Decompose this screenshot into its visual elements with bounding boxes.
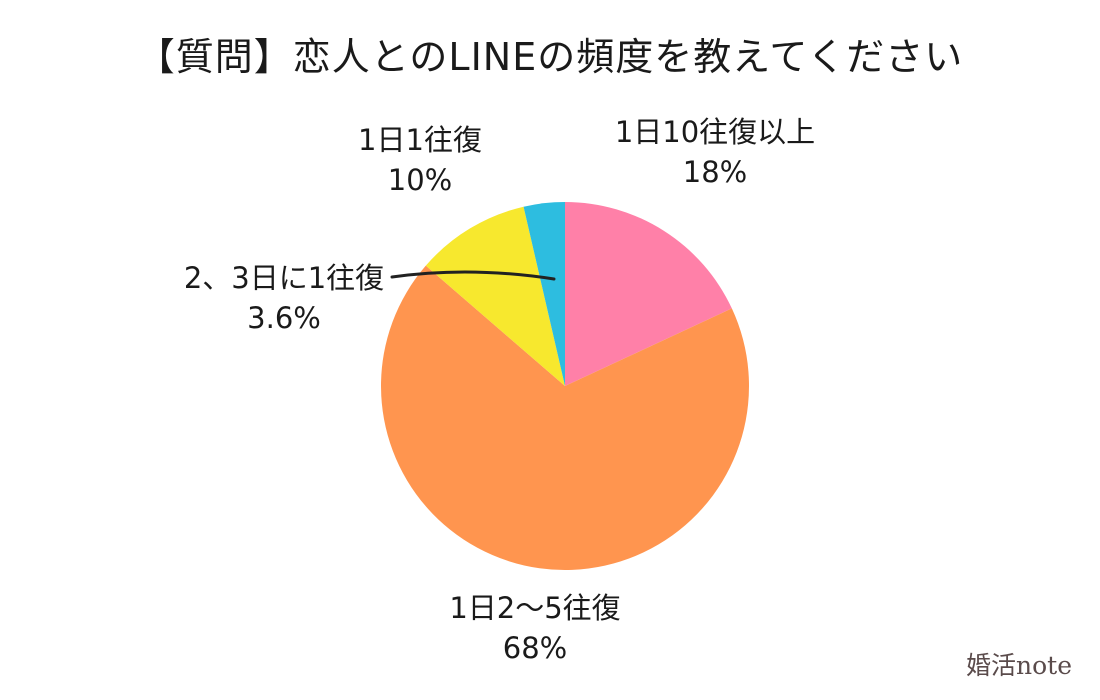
chart-title: 【質問】恋人とのLINEの頻度を教えてください [136, 35, 964, 79]
slice-label-percent: 68% [502, 631, 568, 665]
brand-logo: 婚活note [966, 651, 1072, 680]
slice-label-name: 2、3日に1往復 [183, 261, 385, 295]
slice-label-every-few-days: 2、3日に1往復 3.6% [184, 258, 384, 338]
pie-slice-0 [565, 202, 732, 386]
slice-label-name: 1日10往復以上 [614, 115, 816, 149]
slice-label-10-plus: 1日10往復以上 18% [615, 112, 815, 192]
slice-label-once-a-day: 1日1往復 10% [358, 120, 482, 200]
slice-label-percent: 18% [682, 155, 748, 189]
pie-slice-3 [523, 202, 565, 386]
pie-slice-2 [425, 206, 565, 386]
leader-line [390, 270, 556, 281]
pie-slice-1 [380, 265, 749, 570]
slice-label-percent: 10% [387, 163, 453, 197]
slice-label-name: 1日2〜5往復 [449, 591, 621, 625]
slice-label-name: 1日1往復 [358, 123, 482, 157]
slice-label-percent: 3.6% [247, 301, 321, 335]
slice-label-2-to-5: 1日2〜5往復 68% [449, 588, 620, 668]
